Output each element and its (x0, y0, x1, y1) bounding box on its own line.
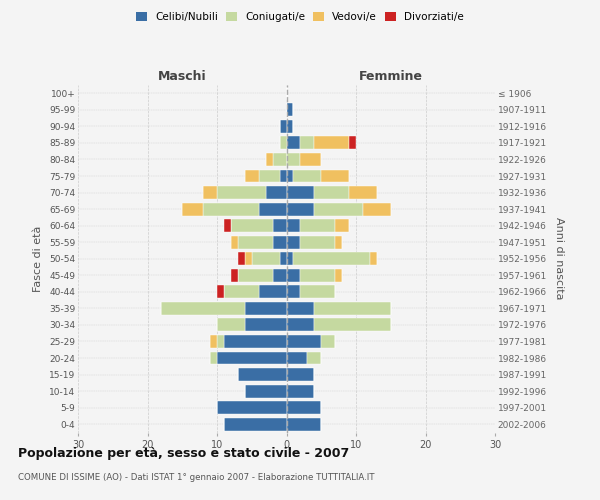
Bar (335, 236, 342, 248)
Bar (217, 401, 287, 414)
Bar (266, 153, 272, 166)
Bar (245, 384, 287, 398)
Bar (293, 170, 321, 182)
Bar (287, 236, 301, 248)
Bar (280, 252, 287, 265)
Bar (301, 219, 335, 232)
Bar (259, 286, 287, 298)
Bar (231, 236, 238, 248)
Bar (335, 269, 342, 282)
Bar (287, 401, 321, 414)
Bar (272, 219, 287, 232)
Bar (224, 418, 287, 430)
Bar (287, 186, 314, 199)
Text: Femmine: Femmine (359, 70, 423, 82)
Text: Maschi: Maschi (158, 70, 206, 82)
Bar (314, 318, 391, 332)
Bar (287, 104, 293, 117)
Text: COMUNE DI ISSIME (AO) - Dati ISTAT 1° gennaio 2007 - Elaborazione TUTTITALIA.IT: COMUNE DI ISSIME (AO) - Dati ISTAT 1° ge… (18, 472, 374, 482)
Bar (272, 236, 287, 248)
Bar (224, 219, 231, 232)
Bar (245, 302, 287, 315)
Bar (238, 368, 287, 381)
Bar (231, 269, 238, 282)
Bar (287, 170, 293, 182)
Bar (238, 236, 272, 248)
Bar (287, 202, 314, 215)
Bar (217, 318, 245, 332)
Bar (280, 120, 287, 133)
Bar (231, 219, 272, 232)
Bar (287, 368, 314, 381)
Bar (314, 186, 349, 199)
Bar (335, 219, 349, 232)
Bar (307, 352, 321, 364)
Bar (321, 170, 349, 182)
Bar (182, 202, 203, 215)
Legend: Celibi/Nubili, Coniugati/e, Vedovi/e, Divorziati/e: Celibi/Nubili, Coniugati/e, Vedovi/e, Di… (132, 8, 468, 26)
Bar (287, 302, 314, 315)
Bar (314, 136, 349, 149)
Text: Popolazione per età, sesso e stato civile - 2007: Popolazione per età, sesso e stato civil… (18, 448, 349, 460)
Bar (293, 252, 370, 265)
Bar (203, 186, 217, 199)
Bar (217, 286, 224, 298)
Y-axis label: Anni di nascita: Anni di nascita (554, 218, 564, 300)
Bar (259, 170, 280, 182)
Bar (238, 269, 272, 282)
Bar (280, 170, 287, 182)
Bar (203, 202, 259, 215)
Bar (161, 302, 245, 315)
Bar (287, 352, 307, 364)
Bar (224, 286, 259, 298)
Bar (224, 335, 287, 348)
Bar (301, 153, 321, 166)
Bar (363, 202, 391, 215)
Bar (245, 318, 287, 332)
Bar (321, 335, 335, 348)
Bar (301, 269, 335, 282)
Bar (272, 269, 287, 282)
Bar (259, 202, 287, 215)
Bar (217, 335, 224, 348)
Bar (266, 186, 287, 199)
Bar (301, 136, 314, 149)
Bar (245, 252, 252, 265)
Bar (287, 384, 314, 398)
Bar (210, 352, 217, 364)
Bar (301, 236, 335, 248)
Bar (370, 252, 377, 265)
Bar (287, 318, 314, 332)
Bar (287, 269, 301, 282)
Y-axis label: Fasce di età: Fasce di età (34, 226, 43, 292)
Bar (314, 302, 391, 315)
Bar (287, 335, 321, 348)
Bar (287, 136, 301, 149)
Bar (280, 136, 287, 149)
Bar (245, 170, 259, 182)
Bar (314, 202, 363, 215)
Bar (287, 120, 293, 133)
Bar (287, 153, 301, 166)
Bar (287, 252, 293, 265)
Bar (301, 286, 335, 298)
Bar (217, 186, 266, 199)
Bar (287, 286, 301, 298)
Bar (287, 418, 321, 430)
Bar (287, 219, 301, 232)
Bar (252, 252, 280, 265)
Bar (349, 186, 377, 199)
Bar (272, 153, 287, 166)
Bar (210, 335, 217, 348)
Bar (238, 252, 245, 265)
Bar (349, 136, 356, 149)
Bar (217, 352, 287, 364)
